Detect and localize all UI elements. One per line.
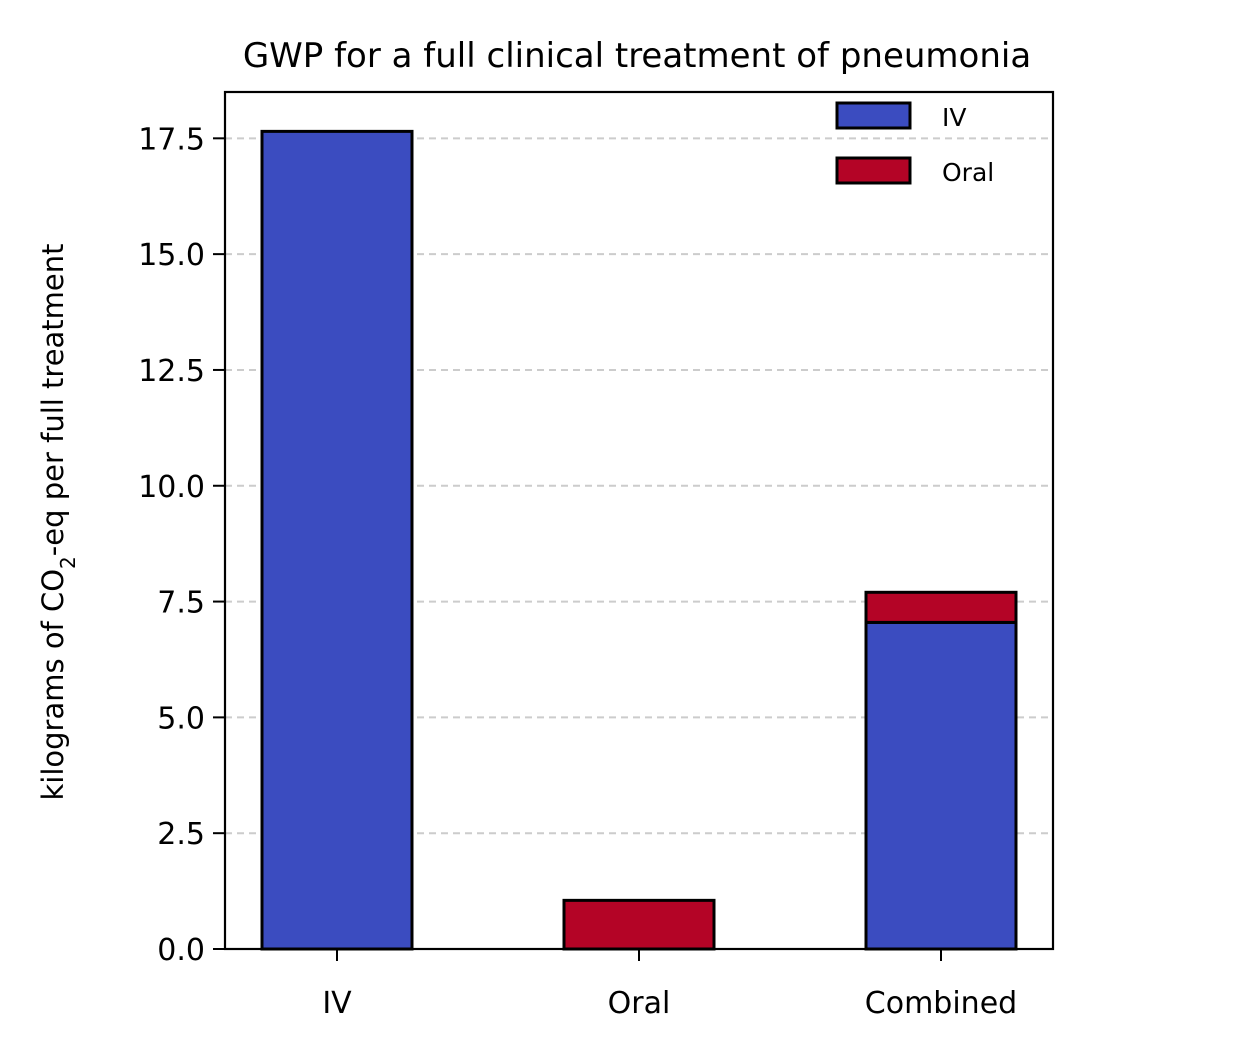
y-tick-label: 12.5 — [138, 354, 205, 389]
legend: IV Oral — [835, 101, 994, 187]
bar-combined-iv — [864, 620, 1018, 951]
chart-title: GWP for a full clinical treatment of pne… — [243, 36, 1031, 76]
y-tick-label: 17.5 — [138, 122, 205, 157]
x-tick-label: IV — [322, 986, 352, 1021]
x-tick-label: Oral — [608, 986, 671, 1021]
legend-swatch-oral — [835, 156, 912, 185]
bar-oral-oral — [562, 898, 716, 951]
bar-combined-oral — [864, 590, 1018, 624]
y-tick-label: 10.0 — [138, 470, 205, 505]
x-tick-label: Combined — [865, 986, 1017, 1021]
plot-frame — [223, 90, 1055, 951]
y-tick-label: 15.0 — [138, 238, 205, 273]
y-axis-label: kilograms of CO2-eq per full treatment — [36, 243, 80, 800]
y-tick-label: 2.5 — [157, 817, 205, 852]
y-tick-label: 0.0 — [157, 933, 205, 968]
y-tick-label: 5.0 — [157, 701, 205, 736]
bar-iv-iv — [260, 129, 414, 951]
legend-swatch-iv — [835, 101, 912, 130]
legend-label-oral: Oral — [942, 158, 994, 187]
axes: 0.0 2.5 5.0 7.5 10.0 12.5 15.0 17.5 IV Oral Combin… — [138, 122, 1017, 1021]
y-tick-label: 7.5 — [157, 586, 205, 621]
legend-label-iv: IV — [942, 103, 966, 132]
